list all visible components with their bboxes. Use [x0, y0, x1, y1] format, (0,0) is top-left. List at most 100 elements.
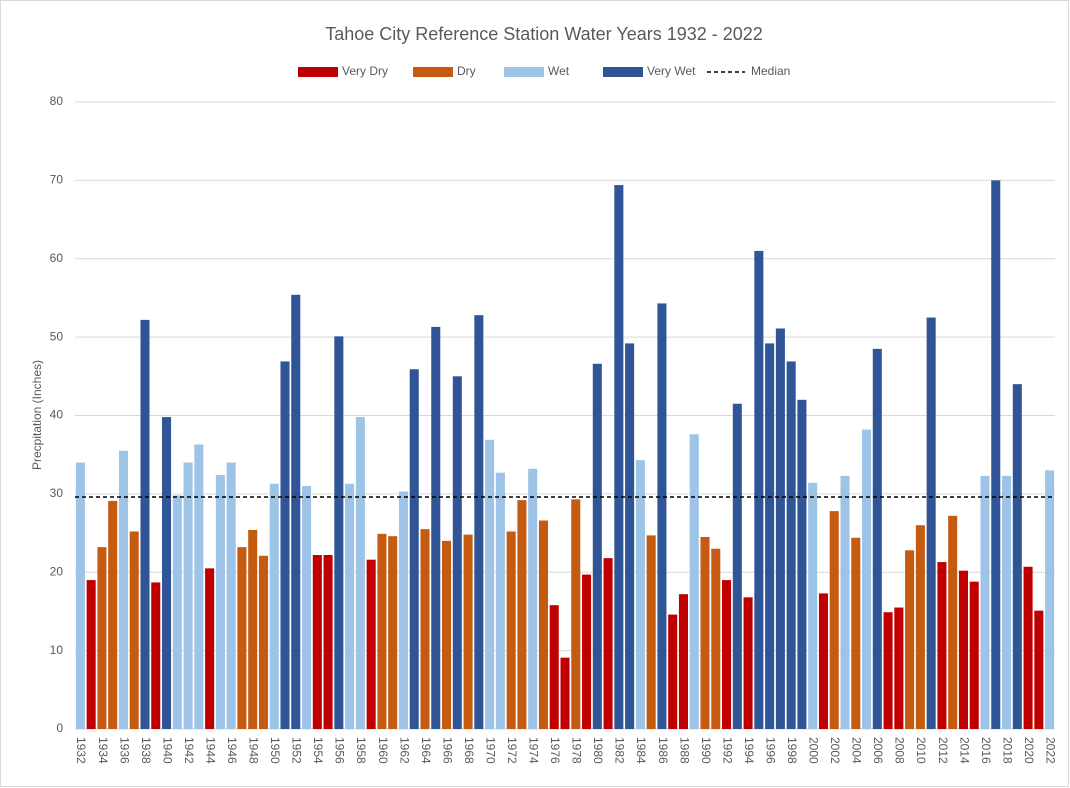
bar — [894, 607, 904, 729]
y-tick-label: 80 — [50, 94, 64, 108]
x-tick-label: 1986 — [656, 737, 670, 764]
bar — [205, 568, 215, 729]
bar — [86, 580, 96, 729]
bar — [355, 417, 365, 729]
bar — [506, 531, 516, 729]
bar — [172, 495, 182, 729]
x-tick-label: 1976 — [548, 737, 562, 764]
legend-swatch — [504, 67, 544, 77]
bar — [140, 319, 150, 729]
bar — [1034, 610, 1044, 729]
y-tick-label: 70 — [50, 173, 64, 187]
x-tick-label: 2000 — [807, 737, 821, 764]
bar — [183, 462, 193, 729]
x-tick-label: 2012 — [936, 737, 950, 764]
y-tick-label: 30 — [50, 486, 64, 500]
x-tick-label: 1946 — [225, 737, 239, 764]
bar — [840, 475, 850, 729]
bar — [495, 472, 505, 729]
bar — [991, 180, 1001, 729]
bar — [700, 536, 710, 729]
bar — [215, 475, 225, 729]
legend-swatch — [603, 67, 643, 77]
bar — [689, 434, 699, 729]
bar — [948, 515, 958, 729]
bar — [797, 399, 807, 729]
bar — [528, 468, 538, 729]
x-tick-label: 2022 — [1043, 737, 1057, 764]
bar — [194, 444, 204, 729]
bar — [398, 491, 408, 729]
bar — [312, 555, 322, 729]
x-tick-label: 1956 — [333, 737, 347, 764]
x-tick-label: 1938 — [139, 737, 153, 764]
bar — [258, 555, 268, 729]
bar — [732, 403, 742, 729]
bar — [775, 328, 785, 729]
x-tick-label: 1990 — [699, 737, 713, 764]
x-tick-label: 1952 — [290, 737, 304, 764]
x-tick-label: 1936 — [117, 737, 131, 764]
bar — [818, 593, 828, 729]
bar — [118, 450, 128, 729]
bar — [722, 580, 732, 729]
bar — [926, 317, 936, 729]
x-tick-label: 1958 — [354, 737, 368, 764]
legend-label: Dry — [457, 64, 476, 78]
bar — [97, 547, 107, 729]
bar — [377, 533, 387, 729]
x-tick-label: 1972 — [505, 737, 519, 764]
bar — [129, 531, 139, 729]
x-tick-label: 1944 — [203, 737, 217, 764]
bar — [915, 525, 925, 729]
bar — [657, 303, 667, 729]
x-tick-label: 1962 — [397, 737, 411, 764]
legend-label: Median — [751, 64, 790, 78]
bar — [388, 536, 398, 729]
bar — [603, 558, 613, 729]
legend-label: Very Wet — [647, 64, 696, 78]
bar — [538, 520, 548, 729]
y-axis-label: Precpitation (Inches) — [30, 360, 44, 470]
bar — [905, 550, 915, 729]
x-tick-label: 1950 — [268, 737, 282, 764]
y-tick-label: 20 — [50, 564, 64, 578]
bar — [517, 500, 527, 729]
bar — [937, 562, 947, 729]
x-tick-label: 1954 — [311, 737, 325, 764]
legend-label: Wet — [548, 64, 570, 78]
bar — [302, 486, 312, 729]
x-tick-label: 2008 — [893, 737, 907, 764]
x-tick-label: 2014 — [957, 737, 971, 764]
x-tick-label: 1960 — [376, 737, 390, 764]
y-tick-label: 50 — [50, 329, 64, 343]
x-tick-label: 1980 — [591, 737, 605, 764]
bar — [582, 574, 592, 729]
bar — [765, 343, 775, 729]
bar — [635, 460, 645, 729]
bar — [851, 537, 861, 729]
bar — [743, 597, 753, 729]
y-tick-label: 40 — [50, 408, 64, 422]
legend-swatch — [413, 67, 453, 77]
bar — [269, 483, 279, 729]
x-tick-label: 1988 — [677, 737, 691, 764]
x-tick-label: 2006 — [871, 737, 885, 764]
bar — [248, 529, 258, 729]
bar — [1045, 470, 1055, 729]
bar — [549, 605, 559, 729]
y-tick-label: 10 — [50, 643, 64, 657]
x-tick-label: 2018 — [1000, 737, 1014, 764]
x-tick-label: 1974 — [527, 737, 541, 764]
x-tick-label: 1978 — [570, 737, 584, 764]
bar — [108, 500, 118, 729]
x-tick-label: 1992 — [720, 737, 734, 764]
bar — [334, 336, 344, 729]
bar — [668, 614, 678, 729]
bar — [958, 570, 968, 729]
bar — [409, 369, 419, 729]
x-tick-label: 1948 — [247, 737, 261, 764]
x-tick-label: 1998 — [785, 737, 799, 764]
bar — [1023, 566, 1033, 729]
